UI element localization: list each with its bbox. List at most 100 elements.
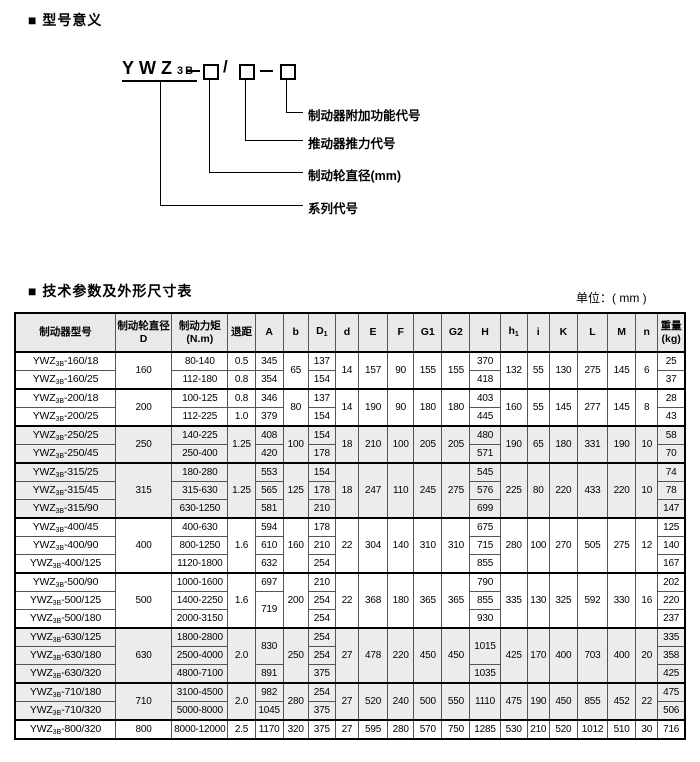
- value-cell: 450: [413, 627, 443, 684]
- value-cell: 1400-2250: [171, 591, 229, 610]
- value-cell: 167: [657, 554, 686, 574]
- section-title-tech-params: ■ 技术参数及外形尺寸表: [28, 283, 193, 299]
- value-cell: 855: [469, 554, 501, 574]
- value-cell: 55: [526, 351, 550, 390]
- value-cell: 250-400: [171, 444, 229, 464]
- value-cell: 480: [469, 425, 501, 445]
- value-cell: 210: [307, 572, 336, 592]
- value-cell: 632: [254, 554, 284, 574]
- value-cell: 145: [548, 388, 578, 427]
- value-cell: 18: [334, 425, 359, 464]
- value-cell: 65: [282, 351, 309, 390]
- value-cell: 43: [657, 407, 686, 427]
- value-cell: 210: [307, 536, 336, 555]
- value-cell: 675: [469, 517, 501, 537]
- value-cell: 400: [607, 627, 637, 684]
- value-cell: 375: [307, 664, 336, 684]
- value-cell: 800: [114, 719, 173, 740]
- value-cell: 70: [657, 444, 686, 464]
- column-header: h1: [499, 312, 528, 353]
- model-cell: YWZ3B-710/180: [14, 682, 116, 702]
- value-cell: 160: [114, 351, 173, 390]
- value-cell: 0.8: [227, 370, 256, 390]
- value-cell: 100-125: [171, 388, 229, 408]
- value-cell: 855: [576, 682, 609, 721]
- value-cell: 1.25: [227, 462, 256, 519]
- value-cell: 22: [334, 572, 359, 629]
- value-cell: 275: [441, 462, 471, 519]
- value-cell: 1170: [254, 719, 284, 740]
- value-cell: 14: [334, 351, 359, 390]
- model-cell: YWZ3B-400/45: [14, 517, 116, 537]
- value-cell: 154: [307, 425, 336, 445]
- code-dash: [260, 70, 273, 72]
- value-cell: 335: [657, 627, 686, 647]
- value-cell: 250: [282, 627, 309, 684]
- value-cell: 2.0: [227, 627, 256, 684]
- column-header: 制动力矩 (N.m): [171, 312, 229, 353]
- value-cell: 210: [526, 719, 550, 740]
- column-header: 退距: [227, 312, 256, 353]
- value-cell: 180: [387, 572, 415, 629]
- value-cell: 452: [607, 682, 637, 721]
- value-cell: 331: [576, 425, 609, 464]
- value-cell: 170: [526, 627, 550, 684]
- value-cell: 130: [526, 572, 550, 629]
- code-slash: /: [223, 57, 228, 76]
- value-cell: 0.5: [227, 351, 256, 371]
- value-cell: 365: [441, 572, 471, 629]
- value-cell: 1.6: [227, 572, 256, 629]
- value-cell: 210: [357, 425, 389, 464]
- value-cell: 200: [282, 572, 309, 629]
- value-cell: 205: [413, 425, 443, 464]
- column-header: K: [548, 312, 578, 353]
- value-cell: 205: [441, 425, 471, 464]
- value-cell: 370: [469, 351, 501, 371]
- value-cell: 130: [548, 351, 578, 390]
- column-header: 制动轮直径 D: [114, 312, 173, 353]
- value-cell: 1285: [469, 719, 501, 740]
- value-cell: 475: [657, 682, 686, 702]
- value-cell: 145: [607, 351, 637, 390]
- value-cell: 27: [334, 682, 359, 721]
- value-cell: 475: [499, 682, 528, 721]
- value-cell: 595: [357, 719, 389, 740]
- connector-line: [209, 172, 303, 173]
- value-cell: 930: [469, 609, 501, 629]
- value-cell: 250: [114, 425, 173, 464]
- value-cell: 368: [357, 572, 389, 629]
- value-cell: 365: [413, 572, 443, 629]
- model-cell: YWZ3B-315/45: [14, 481, 116, 500]
- table-row: YWZ3B-200/25 112-225 1.0 379 154 445 43: [14, 407, 686, 427]
- diagram-label-wheel-diameter: 制动轮直径(mm): [308, 169, 402, 183]
- unit-label: 单位：( mm ): [576, 291, 647, 305]
- model-cell: YWZ3B-800/320: [14, 719, 116, 740]
- value-cell: 1.6: [227, 517, 256, 574]
- value-cell: 5000-8000: [171, 701, 229, 721]
- model-code: YWZ3B: [122, 58, 198, 82]
- value-cell: 345: [254, 351, 284, 371]
- column-header: n: [635, 312, 659, 353]
- model-cell: YWZ3B-630/125: [14, 627, 116, 647]
- connector-line: [160, 205, 303, 206]
- code-dash: [187, 70, 200, 72]
- value-cell: 25: [657, 351, 686, 371]
- value-cell: 112-225: [171, 407, 229, 427]
- value-cell: 610: [254, 536, 284, 555]
- column-header: d: [334, 312, 359, 353]
- value-cell: 65: [526, 425, 550, 464]
- column-header: L: [576, 312, 609, 353]
- value-cell: 240: [387, 682, 415, 721]
- value-cell: 891: [254, 664, 284, 684]
- value-cell: 505: [576, 517, 609, 574]
- table-row: YWZ3B-400/125 1120-1800 632 254 855 167: [14, 554, 686, 574]
- value-cell: 576: [469, 481, 501, 500]
- model-cell: YWZ3B-200/25: [14, 407, 116, 427]
- value-cell: 420: [254, 444, 284, 464]
- value-cell: 132: [499, 351, 528, 390]
- column-header: G2: [441, 312, 471, 353]
- value-cell: 125: [282, 462, 309, 519]
- value-cell: 160: [282, 517, 309, 574]
